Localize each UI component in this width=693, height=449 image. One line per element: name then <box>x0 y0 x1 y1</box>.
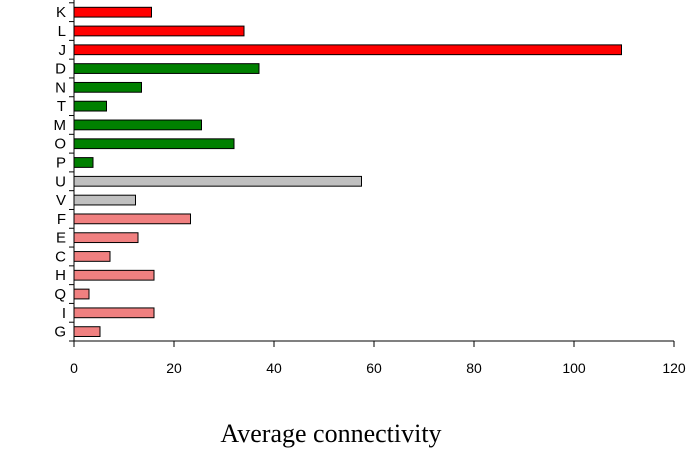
bar-Q <box>73 288 90 300</box>
bar-L <box>73 25 245 37</box>
category-label-F: F <box>57 211 66 228</box>
bar-F <box>73 213 191 225</box>
x-tick-label-120: 120 <box>662 360 686 376</box>
x-axis-title: Average connectivity <box>220 419 441 448</box>
category-label-C: C <box>55 248 66 265</box>
bar-D <box>73 63 260 74</box>
bar-I <box>73 307 155 319</box>
bar-O <box>73 138 235 150</box>
bar-C <box>73 251 111 262</box>
category-label-L: L <box>58 23 66 40</box>
x-tick-label-0: 0 <box>70 360 78 376</box>
category-label-K: K <box>56 4 66 21</box>
category-label-O: O <box>54 136 66 153</box>
category-ticks <box>69 2 74 342</box>
category-label-N: N <box>55 79 66 96</box>
category-label-E: E <box>56 230 66 247</box>
category-label-T: T <box>57 98 66 115</box>
x-tick-label-60: 60 <box>366 360 382 376</box>
bar-H <box>73 269 155 281</box>
x-axis-ticks <box>73 341 675 347</box>
bar-V <box>73 194 136 206</box>
category-label-V: V <box>56 192 66 209</box>
category-label-Q: Q <box>54 286 66 303</box>
bar-N <box>73 81 142 93</box>
x-tick-label-100: 100 <box>562 360 586 376</box>
category-label-P: P <box>56 155 66 172</box>
category-label-H: H <box>55 267 66 284</box>
x-tick-label-80: 80 <box>466 360 482 376</box>
category-label-U: U <box>55 173 66 190</box>
category-label-J: J <box>59 42 67 59</box>
bars-group <box>73 6 622 337</box>
bar-J <box>73 44 622 56</box>
x-axis-tick-labels: 0 20 40 60 80 100 120 <box>70 360 686 376</box>
category-label-G: G <box>54 324 66 341</box>
bar-M <box>73 119 202 131</box>
category-label-I: I <box>62 305 66 322</box>
x-tick-label-20: 20 <box>166 360 182 376</box>
bar-E <box>73 232 139 244</box>
bar-U <box>73 175 362 187</box>
bar-K <box>73 6 152 18</box>
x-tick-label-40: 40 <box>266 360 282 376</box>
category-label-M: M <box>54 117 67 134</box>
category-label-D: D <box>55 61 66 78</box>
bar-P <box>73 157 94 168</box>
bar-G <box>73 326 101 337</box>
bar-T <box>73 100 107 112</box>
